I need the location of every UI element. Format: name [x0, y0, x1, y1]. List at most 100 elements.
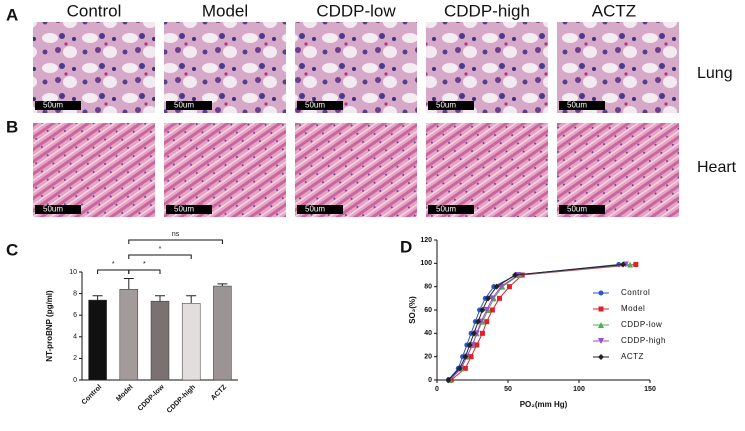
bar	[88, 299, 107, 381]
scale-bar-label: 50um	[43, 205, 63, 214]
y-axis-label: NT-proBNP (pg/ml)	[45, 290, 54, 362]
image-grid	[33, 22, 679, 217]
scale-bar	[35, 101, 81, 110]
bar	[181, 303, 201, 381]
marker	[456, 365, 463, 372]
panel-label: C	[6, 240, 18, 259]
bar	[150, 300, 170, 381]
marker	[506, 284, 512, 290]
legend-marker	[598, 338, 604, 344]
y-tick-label: 40	[424, 330, 432, 337]
significance-label: *	[143, 261, 146, 268]
column-title: CDDP-low	[316, 1, 396, 20]
x-tick-label: Model	[115, 384, 134, 403]
y-tick-label: 120	[420, 237, 432, 244]
panel-label: A	[6, 5, 18, 24]
scale-bar-label: 50um	[567, 101, 587, 110]
lung-image	[426, 22, 548, 113]
y-tick-label: 0	[73, 377, 77, 384]
error-bar	[123, 277, 134, 290]
scale-bar	[166, 205, 212, 214]
legend-marker	[598, 322, 604, 328]
scale-bar-label: 50um	[43, 101, 63, 110]
marker	[493, 283, 500, 290]
significance-bracket	[128, 239, 223, 244]
legend-label: Control	[621, 288, 650, 297]
scale-bar	[428, 205, 474, 214]
y-tick-label: 20	[424, 354, 432, 361]
y-tick-label: 6	[73, 312, 77, 319]
error-bar	[186, 295, 197, 304]
scale-bar	[166, 101, 212, 110]
scale-bar	[559, 205, 605, 214]
marker	[475, 318, 482, 325]
error-bar	[155, 295, 165, 302]
scale-bar	[35, 205, 81, 214]
error-bar	[92, 295, 103, 301]
scale-bar-label: 50um	[174, 101, 194, 110]
legend-label: ACTZ	[621, 352, 644, 361]
marker	[479, 330, 485, 336]
marker	[620, 261, 627, 268]
panel-label: D	[400, 237, 412, 256]
y-tick-label: 10	[69, 269, 77, 276]
scale-bar-label: 50um	[567, 205, 587, 214]
scale-bar-label: 50um	[305, 205, 325, 214]
marker	[483, 307, 490, 313]
x-tick-label: CDDP-high	[166, 384, 197, 415]
bar	[213, 285, 232, 381]
x-tick-label: 0	[435, 386, 439, 393]
y-tick-label: 60	[424, 307, 432, 314]
x-tick-label: ACTZ	[210, 383, 229, 402]
legend-label: CDDP-low	[621, 320, 662, 329]
error-bar	[217, 283, 228, 287]
scale-bar-label: 50um	[436, 101, 456, 110]
heart-image	[33, 123, 155, 217]
scale-bar	[428, 101, 474, 110]
marker	[462, 353, 469, 360]
heart-image	[295, 123, 417, 217]
x-tick-label: 50	[504, 386, 512, 393]
y-axis-label: SO₂(%)	[408, 296, 417, 324]
marker	[468, 354, 474, 360]
x-tick-label: Control	[81, 384, 104, 407]
x-axis-label: PO₂(mm Hg)	[520, 400, 568, 409]
row-label: Lung	[697, 65, 733, 82]
y-tick-label: 80	[424, 284, 432, 291]
heart-image	[164, 123, 286, 217]
marker	[484, 319, 490, 325]
marker	[466, 342, 473, 348]
x-tick-label: 100	[573, 386, 585, 393]
scale-bar-label: 50um	[305, 101, 325, 110]
marker	[633, 262, 639, 267]
marker	[479, 307, 486, 313]
marker	[485, 295, 492, 302]
legend-label: CDDP-high	[621, 336, 666, 345]
legend-label: Model	[621, 304, 645, 313]
marker	[496, 295, 502, 301]
marker	[445, 377, 452, 383]
marker	[627, 261, 634, 268]
x-tick-label: CDDP-low	[137, 383, 166, 412]
significance-bracket	[128, 254, 192, 259]
marker	[474, 342, 480, 348]
lung-image	[295, 22, 417, 113]
lung-image	[33, 22, 155, 113]
scale-bar	[297, 101, 343, 110]
marker	[489, 307, 495, 313]
column-title: CDDP-high	[444, 1, 530, 20]
significance-bracket	[97, 269, 130, 274]
marker	[512, 272, 519, 278]
legend-marker	[598, 354, 604, 360]
x-tick-label: 150	[644, 386, 656, 393]
heart-image	[557, 123, 679, 217]
marker	[462, 365, 468, 371]
significance-label: *	[112, 261, 115, 268]
scale-bars: 50um 50um 50um 50um 50um 50um 50um 50um 50um 50um	[35, 101, 605, 214]
column-title: ACTZ	[592, 1, 636, 20]
y-tick-label: 4	[73, 334, 77, 341]
marker	[470, 330, 477, 337]
scale-bar-label: 50um	[436, 205, 456, 214]
